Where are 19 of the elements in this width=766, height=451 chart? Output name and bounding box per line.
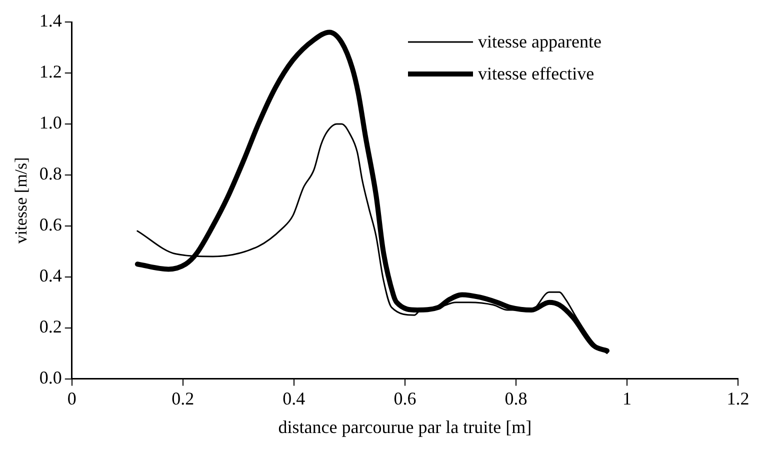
y-axis-title: vitesse [m/s] (12, 157, 31, 244)
x-tick-label: 0 (67, 388, 76, 408)
x-tick-label: 0.2 (172, 388, 194, 408)
y-tick-label: 0.8 (39, 164, 62, 184)
x-tick-label: 0.8 (504, 388, 528, 408)
y-tick-label: 0.6 (39, 214, 62, 235)
y-tick-label: 1.4 (39, 10, 62, 31)
x-tick-label: 0.4 (282, 388, 306, 408)
y-tick-label: 1.2 (39, 62, 62, 82)
x-tick-label: 1 (622, 388, 632, 408)
y-tick-label: 0.4 (39, 266, 62, 286)
legend-label: vitesse apparente (478, 32, 602, 52)
y-tick-label: 0.2 (39, 316, 62, 337)
x-tick-label: 0.6 (394, 388, 416, 408)
legend-label: vitesse effective (478, 64, 594, 84)
y-tick-label: 0.0 (39, 368, 62, 388)
x-axis-title: distance parcourue par la truite [m] (278, 416, 532, 437)
y-tick-label: 1.0 (39, 112, 62, 133)
x-tick-label: 1.2 (726, 388, 750, 408)
